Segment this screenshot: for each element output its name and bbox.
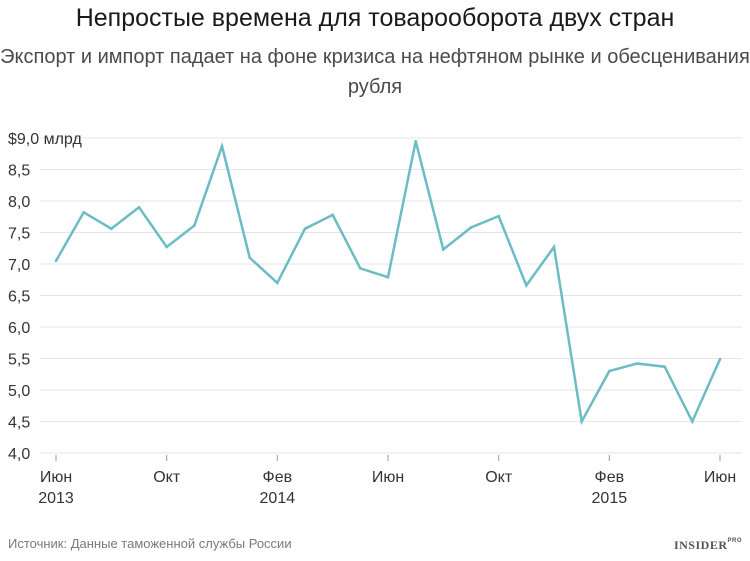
data-point: [165, 245, 168, 249]
data-point: [691, 420, 694, 423]
brand-suffix: PRO: [727, 538, 742, 544]
data-point: [469, 226, 473, 229]
data-point: [248, 256, 251, 260]
data-point: [635, 362, 639, 365]
grid-lines: [40, 137, 742, 454]
y-tick-label: 7,5: [8, 226, 30, 243]
series-layer: [54, 139, 722, 426]
y-tick-label: 4,5: [8, 415, 30, 432]
data-point: [497, 214, 500, 218]
chart-title: Непростые времена для товарооборота двух…: [75, 4, 675, 32]
data-point: [552, 245, 556, 249]
source-note: Источник: Данные таможенной службы Росси…: [8, 536, 292, 551]
chart-subtitle: Экспорт и импорт падает на фоне кризиса …: [0, 42, 750, 102]
x-tick-label: Июн: [40, 469, 72, 486]
x-tick-year-label: 2014: [260, 490, 296, 507]
chart-subtitle-text: Экспорт и импорт падает на фоне кризиса …: [0, 46, 750, 98]
data-point: [110, 227, 113, 231]
data-point: [276, 281, 279, 285]
y-tick-label: 5,0: [8, 383, 30, 400]
data-point: [608, 369, 611, 373]
x-tick-label: Фев: [595, 469, 625, 486]
y-tick-label: 8,0: [8, 194, 30, 211]
brand-logo: INSIDERPRO: [674, 538, 742, 553]
data-point: [442, 248, 445, 251]
x-tick-year-label: 2015: [592, 490, 628, 507]
data-point: [331, 213, 334, 217]
y-tick-label: $9,0 млрд: [8, 131, 82, 148]
data-point: [663, 365, 666, 368]
x-axis-ticks: Июн 2013 Окт Фев 2014 Июн Окт Фев 2015 Июн: [38, 455, 736, 507]
data-point: [525, 284, 528, 287]
data-point: [54, 259, 58, 263]
x-tick-label: Фев: [263, 469, 293, 486]
data-point: [718, 357, 722, 361]
data-point: [580, 420, 583, 423]
x-tick-year-label: 2013: [38, 490, 74, 507]
data-point: [137, 206, 141, 209]
y-tick-label: 5,5: [8, 352, 30, 369]
y-tick-label: 4,0: [8, 446, 30, 463]
data-point: [193, 224, 196, 227]
data-point: [386, 275, 390, 279]
brand-name: INSIDER: [673, 538, 728, 552]
x-tick-label: Июн: [372, 469, 404, 486]
y-tick-label: 6,5: [8, 289, 30, 306]
y-axis-ticks: $9,0 млрд 8,5 8,0 7,5 7,0 6,5 6,0 5,5 5,0 4,5 4,0: [8, 131, 82, 463]
data-point: [82, 211, 85, 214]
x-tick-label: Окт: [485, 469, 513, 486]
y-tick-label: 8,5: [8, 163, 30, 180]
data-point: [303, 227, 307, 231]
y-tick-label: 6,0: [8, 320, 30, 337]
y-tick-label: 7,0: [8, 257, 30, 274]
data-point: [414, 139, 417, 143]
data-point: [220, 144, 224, 148]
data-point: [359, 267, 362, 270]
x-tick-label: Окт: [153, 469, 181, 486]
x-tick-label: Июн: [704, 469, 736, 486]
series-line: [54, 140, 722, 426]
